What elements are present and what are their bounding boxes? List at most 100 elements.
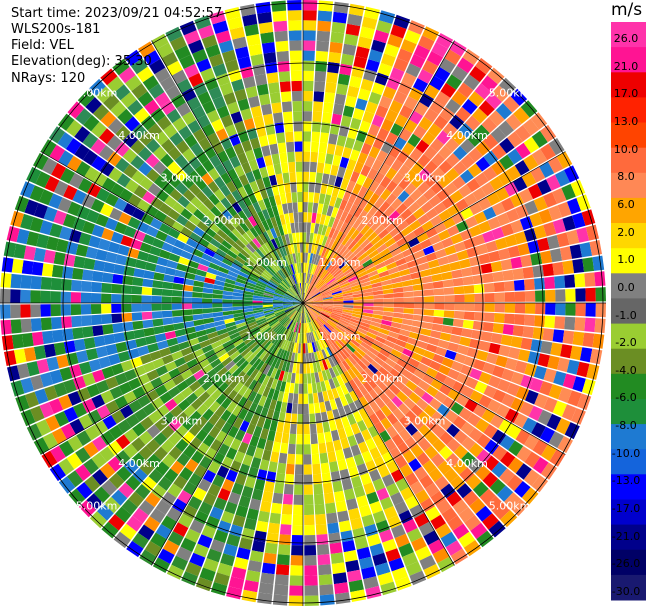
- range-gate: [389, 326, 401, 334]
- range-gate: [397, 190, 410, 203]
- range-gate: [298, 212, 303, 223]
- range-gate: [531, 422, 546, 439]
- range-gate: [451, 212, 465, 225]
- range-gate: [255, 360, 265, 371]
- range-gate: [383, 506, 398, 520]
- range-gate: [330, 240, 338, 251]
- range-gate: [321, 235, 328, 247]
- range-gate: [408, 265, 420, 274]
- range-gate: [324, 492, 335, 504]
- range-gate: [479, 488, 496, 505]
- range-gate: [552, 400, 567, 417]
- range-gate: [267, 316, 277, 324]
- range-gate: [433, 288, 445, 296]
- range-gate: [341, 235, 351, 246]
- range-gate: [303, 303, 305, 313]
- range-gate: [252, 201, 262, 213]
- range-gate: [283, 296, 294, 301]
- range-gate: [488, 375, 501, 389]
- range-gate: [111, 304, 122, 313]
- range-gate: [403, 155, 417, 169]
- range-gate: [432, 424, 446, 438]
- range-gate: [445, 453, 461, 468]
- range-gate: [161, 289, 173, 297]
- range-gate: [143, 516, 160, 532]
- range-gate: [311, 253, 316, 264]
- range-gate: [84, 475, 101, 493]
- range-gate: [353, 485, 366, 498]
- range-gate: [532, 457, 549, 474]
- range-gate: [98, 128, 115, 145]
- range-gate: [294, 474, 303, 485]
- range-gate: [336, 258, 346, 268]
- range-gate: [309, 362, 315, 374]
- range-gate: [146, 168, 160, 183]
- range-gate: [369, 274, 380, 281]
- range-gate: [380, 323, 391, 331]
- range-gate: [375, 261, 386, 270]
- range-gate: [303, 303, 313, 305]
- range-gate: [258, 321, 268, 329]
- range-gate: [555, 170, 570, 187]
- range-gate: [390, 348, 402, 358]
- range-gate: [254, 265, 264, 274]
- range-gate: [506, 208, 520, 223]
- range-gate: [304, 312, 308, 323]
- range-gate: [264, 312, 275, 318]
- range-gate: [304, 283, 308, 294]
- range-gate: [298, 393, 303, 404]
- range-gate: [215, 348, 227, 358]
- range-gate: [460, 364, 473, 377]
- range-gate: [308, 286, 315, 295]
- range-gate: [344, 425, 354, 438]
- range-gate: [451, 90, 468, 106]
- range-gate: [344, 381, 354, 393]
- range-gate: [296, 322, 300, 333]
- range-gate: [193, 386, 206, 398]
- range-gate: [579, 242, 593, 258]
- range-gate: [221, 478, 235, 492]
- range-gate: [328, 133, 338, 145]
- range-gate: [324, 274, 333, 283]
- range-gate: [198, 24, 215, 39]
- range-gate: [166, 260, 178, 269]
- range-gate: [178, 256, 190, 266]
- range-gate: [233, 285, 245, 291]
- range-labels: 1.00km2.00km3.00km4.00km5.00km1.00km2.00…: [76, 87, 531, 513]
- range-gate: [146, 438, 161, 453]
- range-gate: [506, 165, 521, 181]
- range-gate: [217, 488, 231, 501]
- range-gate: [265, 314, 276, 320]
- range-gate: [113, 332, 126, 343]
- range-gate: [101, 304, 112, 314]
- range-gate: [295, 303, 303, 311]
- range-gate: [425, 482, 440, 498]
- range-gate: [309, 263, 314, 274]
- range-gate: [72, 375, 87, 390]
- range-gate: [247, 560, 262, 573]
- range-gate: [212, 289, 224, 295]
- range-gate: [201, 525, 217, 539]
- range-gate: [275, 380, 283, 391]
- range-gate: [273, 260, 281, 271]
- range-gate: [456, 220, 469, 233]
- range-gate: [69, 418, 85, 435]
- range-gate: [357, 420, 368, 432]
- range-gate: [263, 113, 274, 126]
- range-gate: [241, 161, 252, 174]
- range-gate: [207, 331, 219, 340]
- range-gate: [514, 303, 526, 314]
- range-gate: [321, 290, 332, 296]
- range-gate: [253, 346, 263, 356]
- range-gate: [356, 173, 367, 186]
- range-gate: [100, 203, 114, 217]
- range-gate: [214, 405, 226, 418]
- range-gate: [233, 312, 244, 318]
- range-gate: [360, 281, 372, 287]
- range-gate: [372, 290, 384, 296]
- range-gate: [292, 332, 297, 343]
- range-gate: [253, 447, 264, 460]
- range-gate: [323, 163, 332, 175]
- range-gate: [132, 422, 146, 437]
- range-gate: [83, 458, 99, 475]
